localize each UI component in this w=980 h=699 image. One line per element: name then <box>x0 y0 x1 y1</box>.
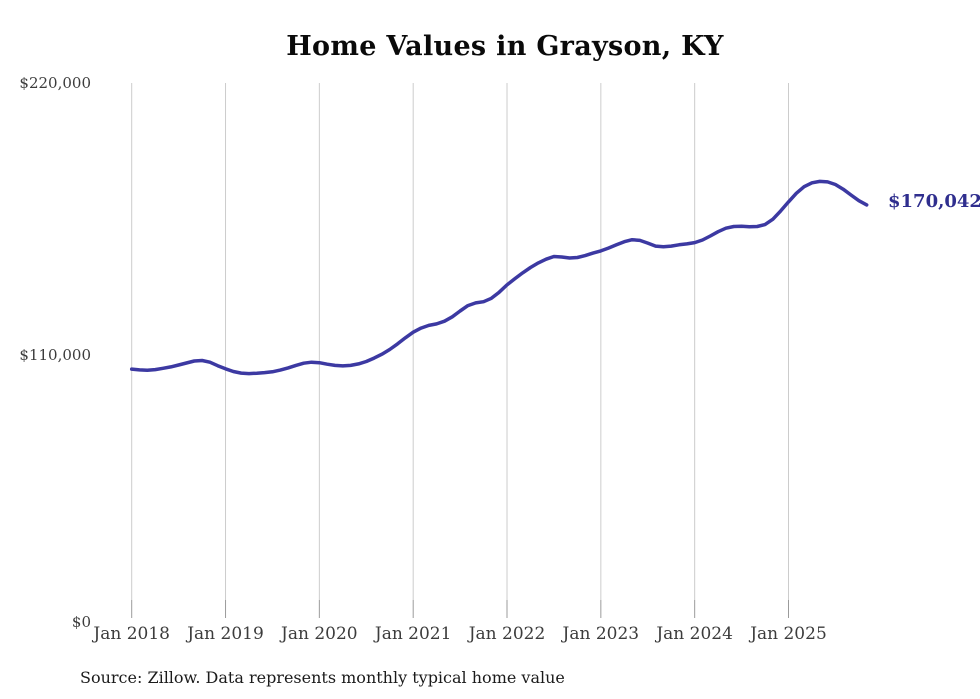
x-tick-label: Jan 2018 <box>93 624 170 644</box>
x-tick-label: Jan 2024 <box>656 624 733 644</box>
y-tick-label-0: $0 <box>71 613 91 631</box>
source-note: Source: Zillow. Data represents monthly … <box>80 668 565 687</box>
end-value-label: $170,042 <box>888 191 980 212</box>
chart-title: Home Values in Grayson, KY <box>286 31 724 62</box>
y-tick-label-220000: $220,000 <box>19 74 91 92</box>
x-tick-label: Jan 2025 <box>750 624 827 644</box>
x-tick-label: Jan 2019 <box>187 624 264 644</box>
x-tick-label: Jan 2022 <box>468 624 546 644</box>
y-tick-label-110000: $110,000 <box>19 346 91 364</box>
x-tick-label: Jan 2021 <box>374 624 452 644</box>
x-tick-label: Jan 2020 <box>281 624 358 644</box>
x-tick-label: Jan 2023 <box>562 624 640 644</box>
home-value-line <box>129 179 869 376</box>
